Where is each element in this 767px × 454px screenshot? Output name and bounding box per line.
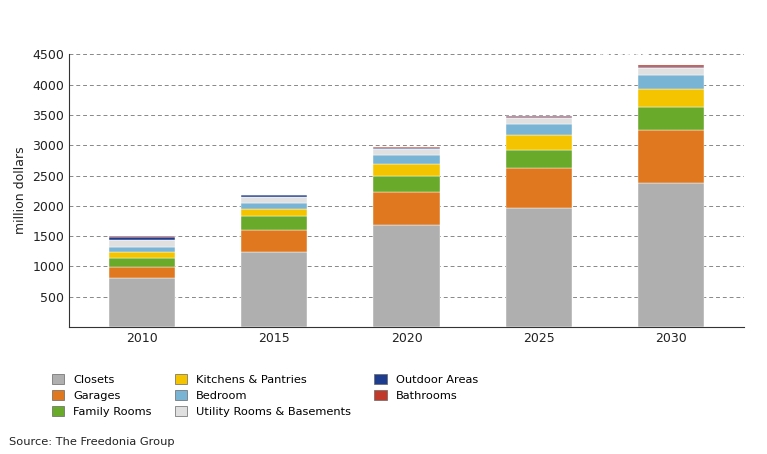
Bar <box>241 195 308 197</box>
Bar <box>638 183 704 327</box>
Bar <box>109 266 175 278</box>
Bar <box>109 252 175 258</box>
Bar <box>109 247 175 252</box>
Bar <box>505 150 572 168</box>
Bar <box>374 149 439 155</box>
Bar <box>109 258 175 266</box>
Bar <box>505 208 572 327</box>
Bar <box>638 67 704 68</box>
Bar <box>638 89 704 107</box>
Bar <box>241 217 308 230</box>
Bar <box>109 278 175 327</box>
Bar <box>241 197 308 203</box>
Bar <box>374 155 439 164</box>
Bar <box>505 117 572 118</box>
Bar <box>505 118 572 124</box>
Bar <box>505 168 572 208</box>
Text: Figure 4-1 | Modular Home Organization Unit Sales by Room, 2010 – 2030 (million : Figure 4-1 | Modular Home Organization U… <box>9 10 605 23</box>
Bar <box>241 252 308 327</box>
Text: Freedonia: Freedonia <box>594 51 664 64</box>
Y-axis label: million dollars: million dollars <box>14 147 27 235</box>
Bar <box>638 68 704 75</box>
Bar <box>109 240 175 247</box>
Bar <box>241 203 308 209</box>
Bar <box>505 135 572 150</box>
Bar <box>374 164 439 176</box>
Bar <box>374 225 439 327</box>
Bar <box>638 107 704 130</box>
Bar <box>374 176 439 192</box>
Legend: Closets, Garages, Family Rooms, Kitchens & Pantries, Bedroom, Utility Rooms & Ba: Closets, Garages, Family Rooms, Kitchens… <box>51 374 478 416</box>
Text: Source: The Freedonia Group: Source: The Freedonia Group <box>9 437 175 447</box>
Bar <box>374 192 439 225</box>
Bar <box>241 209 308 217</box>
Bar <box>374 148 439 149</box>
Bar <box>638 130 704 183</box>
Bar <box>638 65 704 67</box>
Bar <box>241 230 308 252</box>
Bar <box>109 237 175 240</box>
Bar <box>505 124 572 135</box>
Bar <box>638 75 704 89</box>
Bar <box>374 147 439 148</box>
Bar <box>505 116 572 117</box>
